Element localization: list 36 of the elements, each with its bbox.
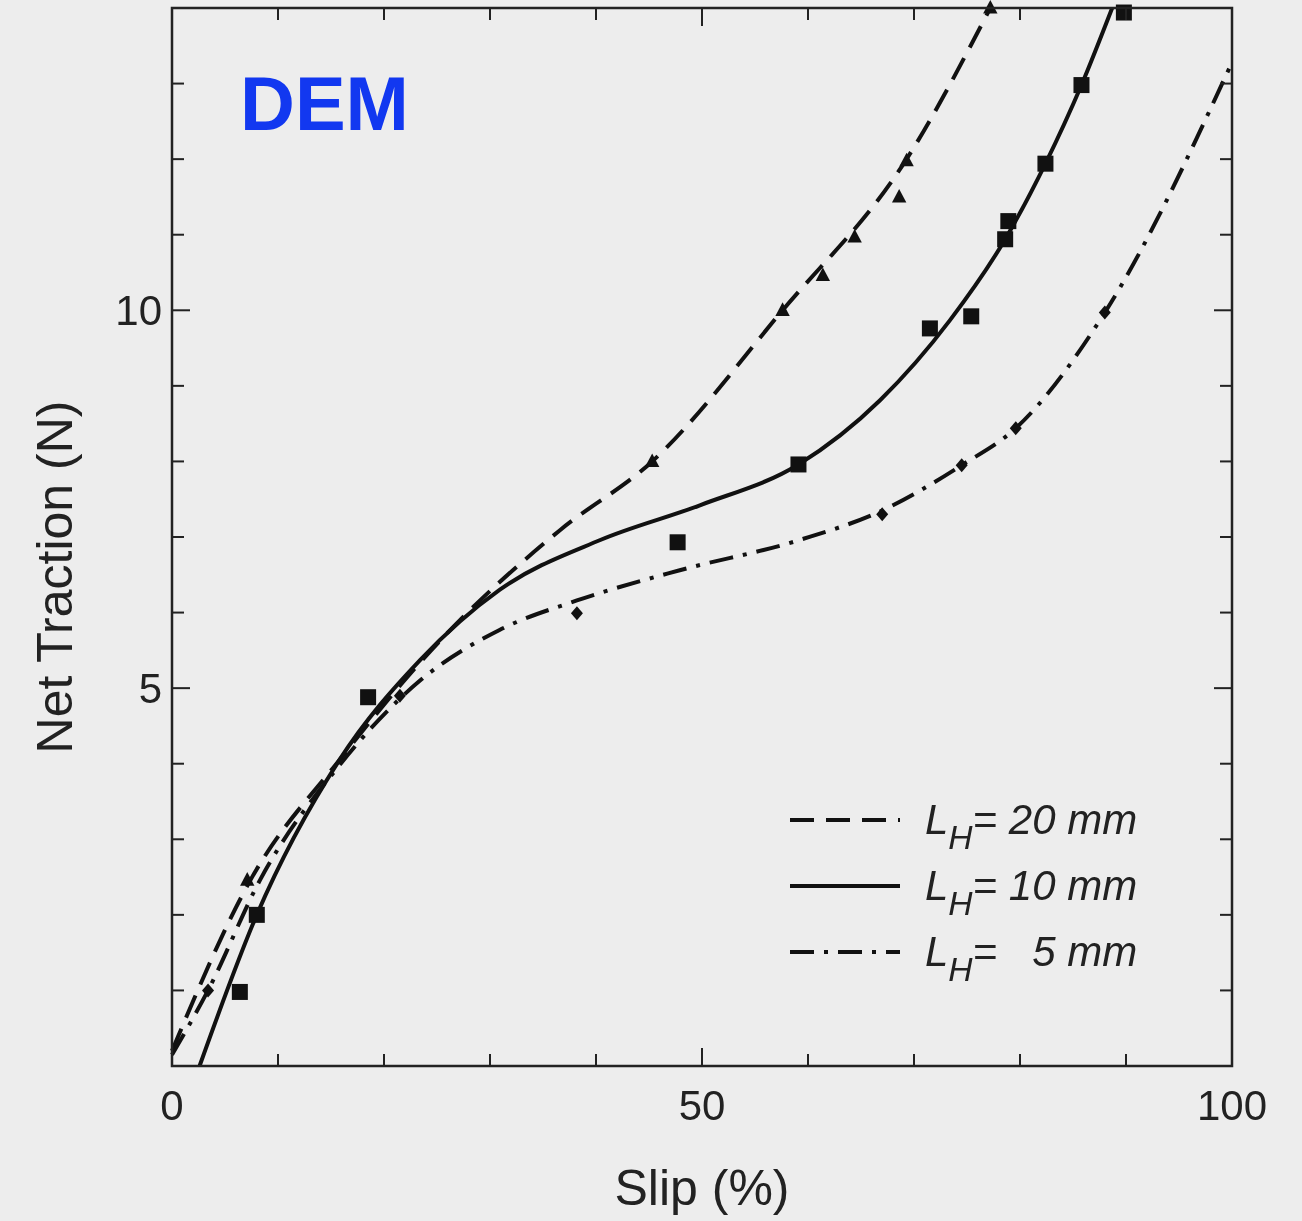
point (955, 458, 968, 473)
point (1098, 305, 1111, 320)
point (393, 688, 406, 703)
y-tick-label: 5 (138, 665, 162, 713)
point (202, 983, 215, 998)
point (1000, 213, 1017, 230)
point (847, 228, 862, 243)
legend-label: L$_{H}$= 10 mm (925, 862, 1138, 923)
legend-label: L$_{H}$= 5 mm (925, 928, 1138, 989)
point (1073, 77, 1090, 94)
point (815, 267, 831, 282)
y-axis-title: Net Traction (N) (27, 400, 83, 754)
point (963, 308, 980, 325)
point (644, 453, 660, 468)
point (1037, 155, 1054, 172)
y-tick-label: 10 (115, 287, 162, 335)
point (360, 689, 377, 706)
x-axis-title: Slip (%) (614, 1160, 790, 1216)
annotation: DEM (240, 61, 409, 146)
point (240, 872, 255, 886)
point (570, 606, 583, 621)
point (231, 983, 248, 1000)
point (248, 906, 265, 923)
point (876, 507, 889, 522)
x-tick-label: 100 (1196, 1082, 1268, 1129)
point (775, 302, 790, 316)
point (997, 231, 1014, 248)
x-tick-label: 50 (678, 1082, 726, 1129)
point (921, 320, 938, 337)
point (669, 534, 686, 551)
point (899, 152, 914, 167)
point (891, 188, 907, 203)
legend-label: L$_{H}$= 20 mm (925, 796, 1138, 857)
x-tick-label: 0 (160, 1082, 184, 1129)
point (1009, 421, 1022, 436)
point (790, 456, 807, 473)
